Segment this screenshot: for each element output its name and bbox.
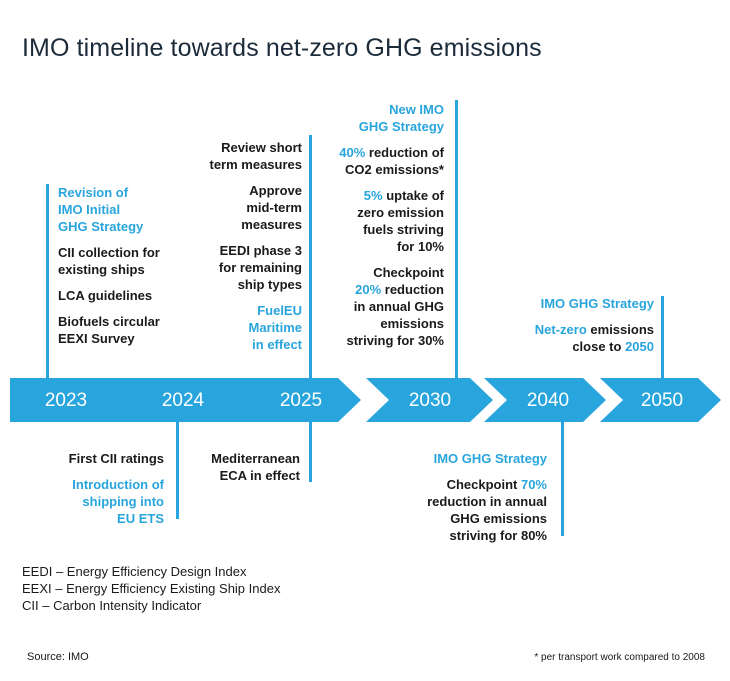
milestones-2025: Review short term measures Approve mid-t… (210, 139, 303, 353)
abbreviation-legend: EEDI – Energy Efficiency Design Index EE… (22, 563, 280, 614)
arrow-segment-2050 (600, 378, 721, 422)
lca-guidelines: LCA guidelines (58, 288, 153, 303)
year-label-2025: 2025 (279, 390, 323, 411)
revision-heading: Revision of IMO Initial GHG Strategy (58, 185, 144, 234)
milestones-2025-lower: Mediterranean ECA in effect (211, 450, 300, 484)
cii-collection: CII collection for existing ships (58, 245, 160, 277)
milestones-2023: Revision of IMO Initial GHG Strategy CII… (58, 184, 160, 347)
milestones-2030: New IMO GHG Strategy 40% reduction of CO… (339, 101, 444, 349)
imo-strategy-2050-heading: IMO GHG Strategy (540, 296, 654, 311)
zero-emission-uptake: 5% uptake of zero emission fuels strivin… (357, 188, 444, 254)
imo-strategy-2040-heading: IMO GHG Strategy (433, 451, 547, 466)
year-label-2024: 2024 (161, 390, 205, 411)
legend-eexi: EEXI – Energy Efficiency Existing Ship I… (22, 581, 281, 596)
year-label-2040: 2040 (526, 390, 570, 411)
year-label-2023: 2023 (44, 390, 88, 411)
milestones-2040: IMO GHG Strategy Checkpoint 70% reductio… (427, 450, 547, 544)
eu-ets-introduction: Introduction of shipping into EU ETS (72, 477, 164, 526)
approve-mid-term: Approve mid-term measures (241, 183, 302, 232)
mediterranean-eca: Mediterranean ECA in effect (211, 451, 300, 483)
milestones-2024: First CII ratings Introduction of shippi… (69, 450, 164, 527)
biofuels-eexi: Biofuels circular EEXI Survey (58, 314, 160, 346)
footnote: * per transport work compared to 2008 (534, 652, 705, 663)
arrow-segment-2040 (484, 378, 606, 422)
first-cii-ratings: First CII ratings (68, 451, 164, 466)
fueleu-maritime: FuelEU Maritime in effect (248, 303, 302, 352)
co2-reduction: 40% reduction of CO2 emissions* (339, 145, 444, 177)
legend-eedi: EEDI – Energy Efficiency Design Index (22, 564, 247, 579)
new-imo-strategy-heading: New IMO GHG Strategy (358, 102, 444, 134)
milestones-2050: IMO GHG Strategy Net-zero emissions clos… (535, 295, 654, 355)
year-label-2050: 2050 (640, 390, 684, 411)
net-zero-emissions: Net-zero emissions close to 2050 (534, 322, 654, 354)
year-label-2030: 2030 (408, 390, 452, 411)
checkpoint-2040: Checkpoint 70% reduction in annual GHG e… (427, 477, 547, 543)
source-note: Source: IMO (27, 651, 89, 663)
review-short-term: Review short term measures (209, 140, 303, 172)
page-title: IMO timeline towards net-zero GHG emissi… (22, 34, 542, 62)
arrow-segment-2030 (366, 378, 493, 422)
arrow-segment-2023-2025 (10, 378, 361, 422)
checkpoint-2030: Checkpoint 20% reduction in annual GHG e… (346, 265, 444, 348)
eedi-phase-3: EEDI phase 3 for remaining ship types (218, 243, 302, 292)
legend-cii: CII – Carbon Intensity Indicator (22, 598, 202, 613)
